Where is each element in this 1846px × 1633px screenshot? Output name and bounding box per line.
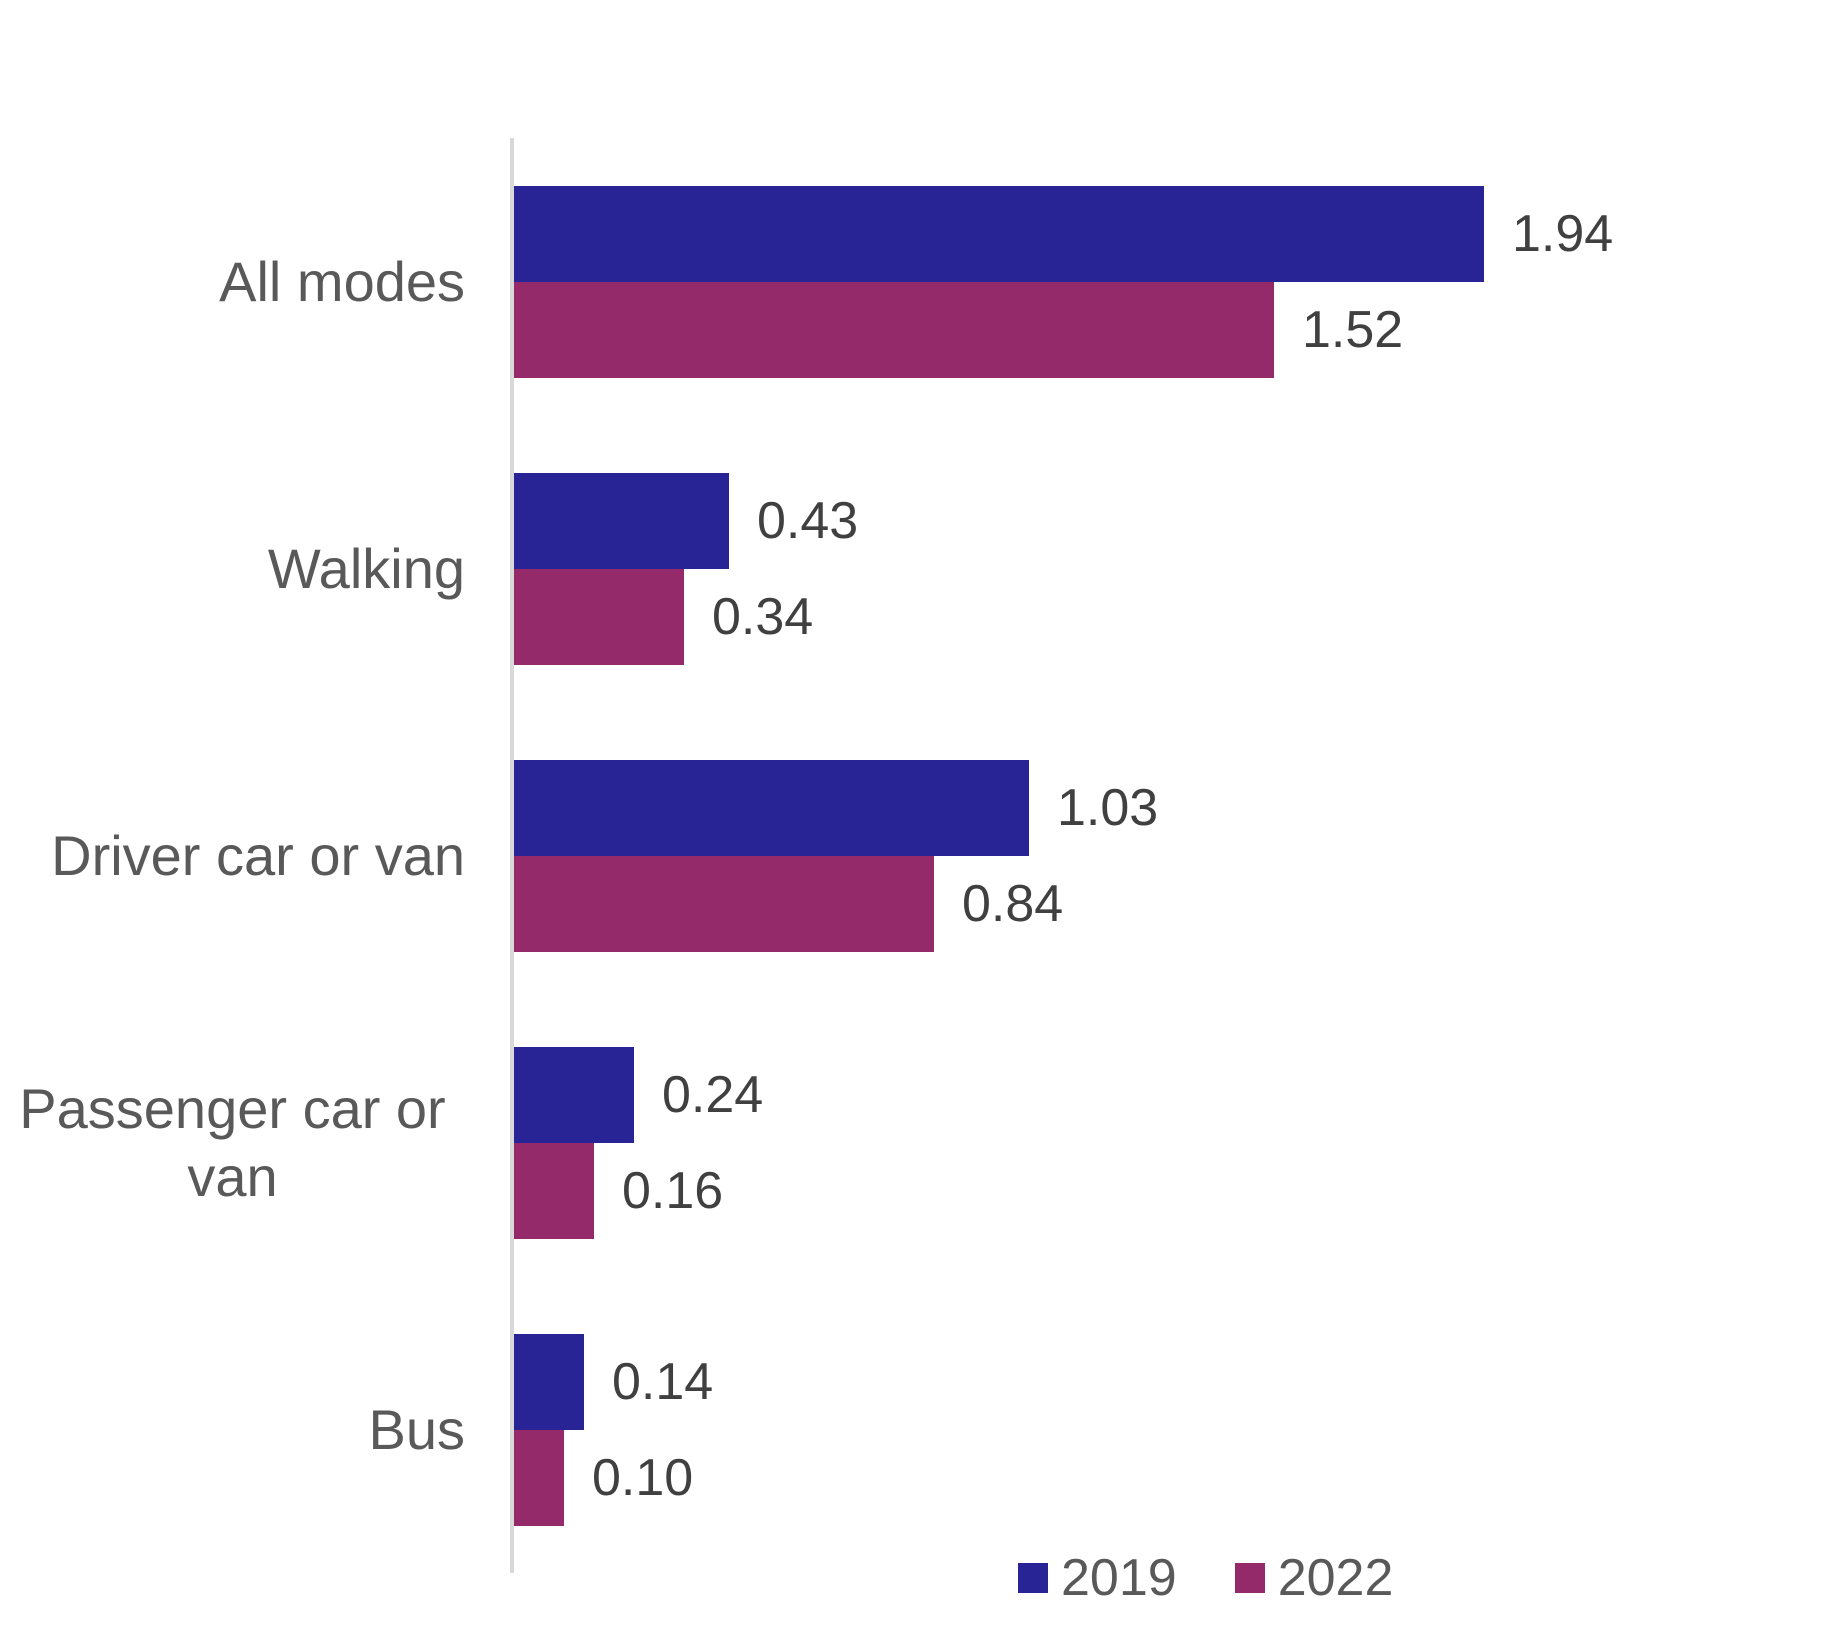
legend-item-2019: 2019	[1018, 1548, 1177, 1608]
bars-cell: 0.24 0.16	[514, 999, 1846, 1286]
value-label-2019: 1.03	[1057, 778, 1159, 837]
bar-line-2019: 1.03	[514, 759, 1846, 856]
legend: 2019 2022	[1018, 1548, 1393, 1608]
category-label-cell: All modes	[0, 138, 514, 425]
bar-line-2022: 1.52	[514, 281, 1846, 378]
bar-line-2019: 0.43	[514, 472, 1846, 569]
bars-cell: 0.43 0.34	[514, 425, 1846, 712]
category-label: Walking	[267, 536, 465, 600]
bar-2022	[514, 1142, 594, 1239]
value-label-2019: 1.94	[1512, 204, 1614, 263]
value-label-2019: 0.43	[757, 491, 859, 550]
bars-cell: 1.03 0.84	[514, 712, 1846, 999]
bar-2019	[514, 1333, 584, 1430]
bar-2019	[514, 472, 729, 569]
category-axis-line	[510, 138, 514, 1573]
chart-row: Walking 0.43 0.34	[0, 425, 1846, 712]
bar-line-2022: 0.34	[514, 568, 1846, 665]
value-label-2022: 0.16	[622, 1161, 724, 1220]
bars-cell: 0.14 0.10	[514, 1286, 1846, 1573]
value-label-2022: 0.34	[712, 587, 814, 646]
category-label: Passenger car or van	[19, 1077, 446, 1208]
bar-2022	[514, 1429, 564, 1526]
value-label-2022: 1.52	[1302, 300, 1404, 359]
bar-line-2022: 0.84	[514, 855, 1846, 952]
bar-2019	[514, 185, 1484, 282]
bar-2019	[514, 1046, 634, 1143]
chart-row: Passenger car or van 0.24 0.16	[0, 999, 1846, 1286]
chart-row: Driver car or van 1.03 0.84	[0, 712, 1846, 999]
value-label-2019: 0.24	[662, 1065, 764, 1124]
category-label-cell: Walking	[0, 425, 514, 712]
bar-line-2019: 0.14	[514, 1333, 1846, 1430]
value-label-2022: 0.10	[592, 1448, 694, 1507]
chart-row: All modes 1.94 1.52	[0, 138, 1846, 425]
bar-2019	[514, 759, 1029, 856]
legend-swatch-2022	[1234, 1563, 1265, 1593]
category-label-cell: Bus	[0, 1286, 514, 1573]
bar-line-2022: 0.16	[514, 1142, 1846, 1239]
bar-2022	[514, 281, 1274, 378]
chart-plot-area: All modes 1.94 1.52 Walking 0.43 0.34 Driver c…	[0, 138, 1846, 1573]
category-label: Driver car or van	[51, 823, 465, 887]
legend-label-2019: 2019	[1061, 1549, 1177, 1607]
category-label: Bus	[368, 1397, 466, 1461]
bar-line-2019: 0.24	[514, 1046, 1846, 1143]
bar-2022	[514, 855, 934, 952]
value-label-2022: 0.84	[962, 874, 1064, 933]
bar-2022	[514, 568, 684, 665]
bar-line-2022: 0.10	[514, 1429, 1846, 1526]
bar-line-2019: 1.94	[514, 185, 1846, 282]
category-label-cell: Passenger car or van	[0, 999, 514, 1286]
value-label-2019: 0.14	[612, 1352, 714, 1411]
category-label: All modes	[219, 249, 465, 313]
bars-cell: 1.94 1.52	[514, 138, 1846, 425]
legend-label-2022: 2022	[1277, 1549, 1394, 1607]
legend-swatch-2019	[1018, 1563, 1048, 1593]
category-label-cell: Driver car or van	[0, 712, 514, 999]
legend-item-2022: 2022	[1234, 1548, 1394, 1608]
chart-row: Bus 0.14 0.10	[0, 1286, 1846, 1573]
